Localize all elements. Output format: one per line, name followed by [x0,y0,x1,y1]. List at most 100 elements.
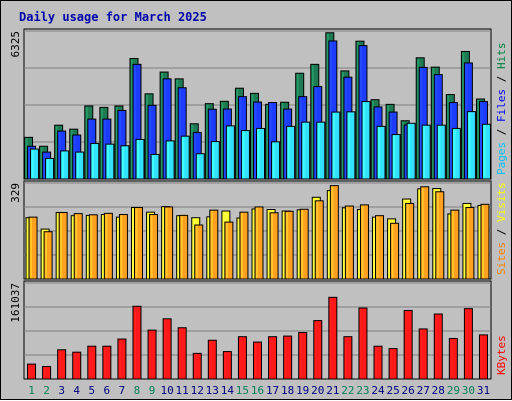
kbytes-bar [162,318,172,380]
sites-bar [314,200,324,280]
x-tick-label: 7 [119,384,126,397]
visits-bar-highlight [388,219,391,278]
sites-bar-highlight [256,207,258,278]
pages-bar-highlight [302,123,305,178]
sites-bar [118,214,128,280]
kbytes-bar-highlight [344,337,347,378]
kbytes-bar [147,329,157,380]
pages-bar-highlight [423,126,426,178]
hits-bar-highlight [372,100,375,178]
kbytes-bar-highlight [269,337,272,378]
kbytes-bar-highlight [58,350,61,378]
x-tick-label: 19 [296,384,309,397]
pages-bar-day-14 [225,125,235,180]
pages-bar-day-4 [75,151,85,180]
chart-title: Daily usage for March 2025 [19,10,207,24]
sites-bar-day-19 [299,208,309,280]
panel-visits: 329 Sites / Visits [9,180,508,280]
kbytes-bar [463,308,473,380]
pages-bar-highlight [453,129,456,178]
hits-bar-highlight [191,124,194,178]
sites-bar-highlight [316,201,319,278]
pages-bar [301,121,311,180]
pages-bar-highlight [121,146,124,178]
pages-bar [75,151,85,180]
series-separator: / [495,69,508,89]
kbytes-bar-day-26 [403,309,413,380]
hits-bar-highlight [387,105,390,178]
sites-bar [58,211,68,280]
kbytes-bar [57,349,67,380]
hits-bar-highlight [40,147,43,178]
kbytes-bar-day-30 [463,308,473,380]
hits-bar-highlight [356,42,359,179]
kbytes-bar-day-15 [237,336,247,380]
series-kbytes [27,296,488,380]
pages-bar [406,122,416,180]
sites-bar [390,222,400,280]
kbytes-bar-day-23 [358,307,368,380]
pages-bar-highlight [257,129,260,178]
sites-bar [359,204,369,280]
pages-bar-highlight [468,112,471,178]
sites-bar [209,209,219,280]
sites-bar-highlight [346,207,349,278]
visits-bar-highlight [177,216,180,278]
sites-bar [465,207,475,280]
files-bar-highlight [239,97,242,178]
pages-bar-day-19 [301,121,311,180]
sites-bar-day-26 [405,202,415,280]
files-bar-highlight [269,103,272,178]
kbytes-bar-day-3 [57,349,67,380]
kbytes-bar-highlight [118,340,121,378]
pages-bar [135,138,145,180]
pages-bar-day-2 [45,157,55,180]
series-separator: / [495,222,508,242]
files-bar-highlight [465,63,468,178]
visits-bar-highlight [433,189,436,278]
sites-bar-highlight [451,211,454,278]
x-tick-label: 5 [88,384,95,397]
kbytes-bar-day-22 [343,336,353,380]
files-bar-highlight [450,103,453,178]
kbytes-bar-highlight [284,337,287,378]
series-label-kbytes: KBytes [495,335,508,375]
pages-bar-day-31 [481,123,491,180]
x-tick-label: 6 [104,384,111,397]
visits-bar-highlight [478,206,481,278]
sites-bar-highlight [331,186,334,278]
pages-bar [331,111,341,180]
sites-bar-highlight [391,224,394,278]
sites-bar-day-20 [314,200,324,280]
kbytes-bar-day-24 [373,345,383,380]
series-label-pages: Pages [495,142,508,175]
files-bar-highlight [344,78,347,178]
kbytes-bar-day-6 [102,345,112,380]
kbytes-bar [448,337,458,380]
x-tick-label: 25 [386,384,399,397]
pages-bar-highlight [378,127,381,178]
pages-bar-highlight [152,155,155,178]
sites-bar [420,186,430,280]
pages-bar [240,130,250,180]
files-bar-highlight [359,46,362,178]
pages-bar [90,142,100,180]
sites-bar [480,203,490,280]
pages-bar [60,150,70,180]
sites-bar-highlight [481,205,484,278]
sites-bar [103,212,113,280]
kbytes-bar-day-29 [448,337,458,380]
pages-bar-highlight [227,126,230,178]
kbytes-bar [343,336,353,380]
pages-bar-day-27 [421,124,431,180]
kbytes-bar-highlight [314,321,317,378]
files-bar-highlight [329,41,332,178]
pages-bar-highlight [182,137,185,178]
kbytes-bar-day-18 [283,335,293,380]
pages-bar-highlight [483,125,486,178]
kbytes-bar-day-31 [478,334,488,380]
visits-bar-highlight [102,215,105,278]
kbytes-bar [373,345,383,380]
pages-bar-day-21 [331,111,341,180]
hits-bar-highlight [296,74,299,178]
